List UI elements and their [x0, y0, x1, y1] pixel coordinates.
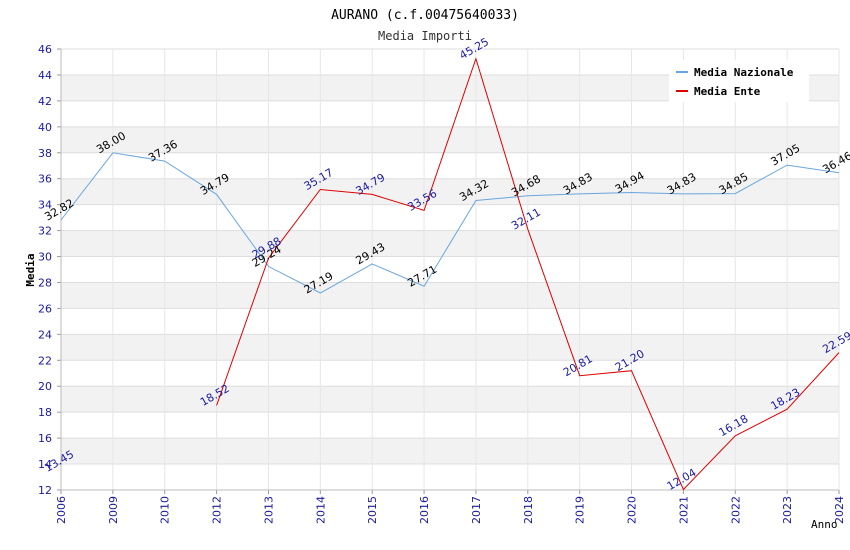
y-tick-label: 32 [38, 225, 52, 238]
x-tick-label: 2015 [366, 496, 379, 524]
chart-title: AURANO (c.f.00475640033) [331, 8, 519, 23]
legend: Media Nazionale Media Ente [669, 60, 809, 102]
y-tick-label: 16 [38, 432, 52, 445]
legend-box [669, 60, 809, 102]
x-tick-label: 2010 [159, 496, 172, 524]
y-tick-label: 14 [38, 458, 52, 471]
y-tick-label: 36 [38, 173, 52, 186]
x-tick-label: 2006 [55, 496, 68, 524]
x-tick-label: 2022 [729, 496, 742, 524]
y-tick-label: 18 [38, 406, 52, 419]
y-tick-label: 22 [38, 354, 52, 367]
series-lines [60, 57, 840, 491]
x-axis-label: Anno [811, 518, 838, 531]
x-tick-label: 2019 [574, 496, 587, 524]
series-line-0 [60, 152, 840, 294]
plot-band [61, 438, 839, 465]
plot-band [61, 178, 839, 205]
y-tick-label: 24 [38, 328, 52, 341]
x-tick-label: 2016 [418, 496, 431, 524]
data-label: 32.11 [509, 206, 543, 233]
y-axis-label: Media [24, 253, 37, 286]
axes [60, 49, 839, 491]
legend-label: Media Nazionale [694, 66, 794, 79]
x-tick-label: 2009 [107, 496, 120, 524]
plot-band [61, 334, 839, 361]
y-tick-label: 46 [38, 43, 52, 56]
y-tick-label: 44 [38, 69, 52, 82]
y-tick-label: 12 [38, 484, 52, 497]
x-tick-label: 2012 [211, 496, 224, 524]
x-tick-label: 2021 [677, 496, 690, 524]
x-tick-label: 2013 [262, 496, 275, 524]
y-axis-ticks: 12 14 16 18 20 22 24 26 28 30 32 34 36 38 40 42 44 46 [38, 43, 52, 497]
x-tick-label: 2018 [522, 496, 535, 524]
plot-band [61, 126, 839, 153]
y-tick-label: 20 [38, 380, 52, 393]
y-tick-label: 34 [38, 199, 52, 212]
y-tick-label: 28 [38, 276, 52, 289]
plot-band [61, 282, 839, 309]
data-label: 12.04 [665, 466, 699, 493]
x-tick-label: 2023 [781, 496, 794, 524]
legend-label: Media Ente [694, 85, 761, 98]
x-tick-label: 2017 [470, 496, 483, 524]
y-tick-label: 40 [38, 121, 52, 134]
plot-band [61, 386, 839, 413]
x-tick-label: 2014 [314, 496, 327, 524]
x-tick-label: 2020 [626, 496, 639, 524]
series-line-1 [216, 57, 840, 491]
x-tick-label: 2024 [833, 496, 846, 524]
chart-subtitle: Media Importi [378, 29, 472, 43]
y-tick-label: 38 [38, 147, 52, 160]
x-axis-ticks: 2006 2009 2010 2012 2013 2014 2015 2016 2017 2018… [55, 496, 846, 524]
data-label: 13.45 [42, 448, 76, 475]
y-tick-label: 30 [38, 251, 52, 264]
y-tick-label: 26 [38, 302, 52, 315]
data-label: 16.18 [717, 412, 751, 439]
y-tick-label: 42 [38, 95, 52, 108]
